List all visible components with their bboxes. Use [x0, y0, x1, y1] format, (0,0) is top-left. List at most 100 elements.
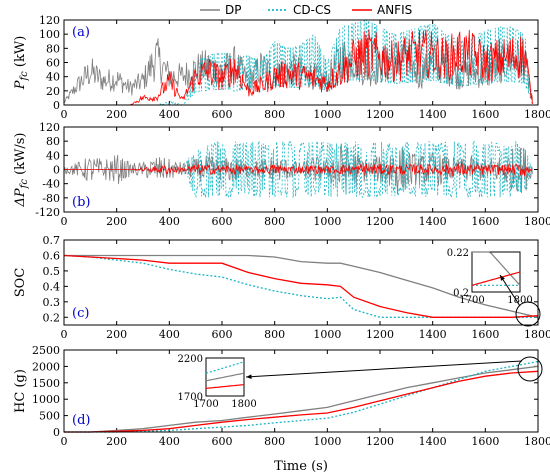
panel-d-xtick-label: 1600 — [471, 435, 499, 448]
panel-a-ytick-label: 100 — [39, 28, 60, 41]
panel-d-xtick-label: 1000 — [313, 435, 341, 448]
panel-d-ylabel: HC (g) — [13, 369, 28, 413]
panel-a-ylabel: Pfc (kW) — [13, 36, 30, 91]
zoom-circle-d — [517, 356, 543, 382]
panel-d-ytick-label: 2500 — [32, 344, 60, 357]
panel-b-ylabel-main: ΔP — [13, 188, 28, 207]
panel-a-series-dp — [63, 36, 533, 103]
inset-d-series-dp — [205, 372, 245, 382]
inset-c-ytick-label: 0.22 — [447, 248, 469, 259]
panel-d-ytick-label: 1500 — [32, 377, 60, 390]
inset-c-series-anfis — [471, 271, 521, 286]
inset-d-xtick-label: 1700 — [193, 399, 218, 410]
panel-d-series — [64, 360, 539, 433]
panel-b-xtick-label: 1200 — [366, 215, 394, 228]
panel-a-ytick-label: 20 — [46, 85, 60, 98]
panel-c-xtick-label: 1800 — [524, 328, 550, 341]
panel-b-series-anfis — [64, 161, 533, 176]
panel-a-ytick-label: 0 — [53, 99, 60, 112]
panel-d-series-dp — [64, 365, 539, 433]
panel-c-xtick-label: 200 — [106, 328, 127, 341]
legend-label-dp: DP — [225, 3, 241, 17]
panel-c-series-dp — [64, 254, 539, 318]
panel-c-frame — [63, 239, 539, 326]
panel-a-series-anfis — [64, 29, 533, 106]
panel-b-ytick-label: -120 — [35, 206, 60, 219]
panel-a-frame — [63, 19, 539, 106]
panel-b-xtick-label: 0 — [61, 215, 68, 228]
panel-b-ytick-label: 0 — [53, 164, 60, 177]
panel-d-xtick-label: 200 — [106, 435, 127, 448]
panel-b-label: (b) — [72, 195, 90, 210]
panel-c-ytick-label: 0.3 — [43, 296, 61, 309]
panel-d-ytick-label: 1000 — [32, 393, 60, 406]
panel-a-label: (a) — [72, 25, 90, 40]
panel-a-xtick-label: 1600 — [471, 108, 499, 121]
panel-b-xtick-label: 200 — [106, 215, 127, 228]
panel-a-xtick-label: 400 — [159, 108, 180, 121]
panel-b-xtick-label: 1400 — [419, 215, 447, 228]
panel-b-ytick-label: 120 — [39, 121, 60, 134]
panel-a-ylabel-sub: fc — [19, 71, 30, 82]
inset-c-ytick-label: 0.2 — [453, 288, 469, 299]
panel-c-series — [63, 254, 539, 318]
panel-d-xtick-label: 400 — [159, 435, 180, 448]
panel-a-series — [63, 19, 533, 106]
inset-d-series-anfis — [205, 384, 245, 389]
panel-b-xtick-label: 400 — [159, 215, 180, 228]
panel-b-frame — [63, 126, 539, 213]
panel-d-frame — [63, 349, 539, 433]
panel-b-series — [63, 140, 533, 199]
panel-a-xtick-label: 600 — [212, 108, 233, 121]
panel-c-ytick-label: 0.7 — [43, 234, 61, 247]
panel-b-ytick-label: -40 — [42, 178, 60, 191]
inset-c-arrow-head — [500, 275, 505, 281]
panel-d-xtick-label: 1200 — [366, 435, 394, 448]
panel-d-ytick-label: 500 — [39, 410, 60, 423]
panel-c-zoom-inset: 1700 1800 0.2 0.22 — [447, 248, 541, 327]
panel-b-ylabel-sub: fc — [19, 179, 30, 190]
panel-a-xtick-label: 800 — [264, 108, 285, 121]
panel-b-ylabel-unit: (kW/s) — [13, 132, 28, 179]
inset-c-xtick-label: 1700 — [459, 295, 484, 306]
panel-a-xtick-label: 0 — [61, 108, 68, 121]
x-axis-label: Time (s) — [274, 459, 328, 474]
panel-b-ytick-label: -80 — [42, 192, 60, 205]
panel-a-xtick-label: 200 — [106, 108, 127, 121]
panel-c-label: (c) — [72, 306, 89, 321]
panel-b-ytick-label: 80 — [46, 135, 60, 148]
inset-c-arrow-line — [499, 274, 521, 307]
panel-d-ytick-label: 0 — [53, 426, 60, 439]
panel-c-xtick-label: 0 — [61, 328, 68, 341]
panel-b-series-cdcs — [64, 140, 533, 199]
panel-d-xtick-label: 1800 — [524, 435, 550, 448]
inset-d-ytick-label: 1700 — [178, 392, 203, 403]
legend: DP CD-CS ANFIS — [200, 3, 412, 17]
panel-a-ylabel-unit: (kW) — [13, 36, 28, 72]
inset-c-xtick-label: 1800 — [507, 295, 532, 306]
panel-c-soc: 0.2 0.3 0.4 0.5 0.6 0.7 0 200 400 600 800 1000 1200 1… — [13, 234, 550, 341]
panel-c-xtick-label: 600 — [212, 328, 233, 341]
panel-c-xtick-label: 1000 — [313, 328, 341, 341]
inset-d-ytick-label: 2200 — [178, 354, 203, 365]
panel-c-series-cdcs — [63, 254, 538, 318]
panel-b-ylabel: ΔPfc (kW/s) — [13, 132, 30, 207]
panel-d-label: (d) — [72, 413, 90, 428]
panel-a-ytick-label: 40 — [46, 71, 60, 84]
panel-d-xtick-label: 600 — [212, 435, 233, 448]
legend-label-cdcs: CD-CS — [293, 3, 331, 17]
zoom-circle-c — [515, 301, 541, 327]
legend-label-anfis: ANFIS — [377, 3, 412, 17]
panel-b-xtick-label: 1000 — [313, 215, 341, 228]
panel-d-ytick-label: 2000 — [32, 360, 60, 373]
panel-d-series-cdcs — [64, 360, 539, 433]
panel-a-ytick-label: 60 — [46, 57, 60, 70]
panel-a-ytick-label: 80 — [46, 42, 60, 55]
panel-c-ylabel: SOC — [13, 268, 28, 298]
panel-b-xtick-label: 600 — [212, 215, 233, 228]
